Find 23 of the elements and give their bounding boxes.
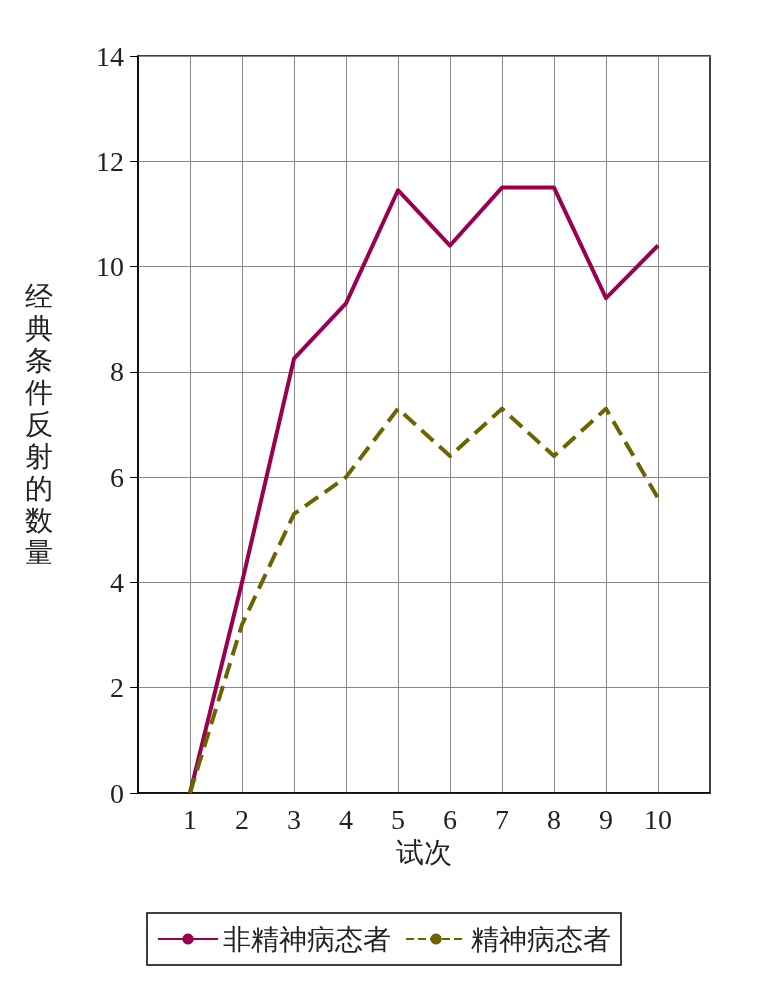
y-tick-label: 0 (110, 777, 124, 809)
y-tick-label: 2 (110, 672, 124, 704)
y-tick-label: 8 (110, 356, 124, 388)
x-tick-label: 1 (183, 803, 197, 835)
y-tick-label: 4 (110, 566, 124, 598)
legend-label: 精神病态者 (471, 923, 611, 955)
x-tick-label: 5 (391, 803, 405, 835)
x-tick-label: 4 (339, 803, 353, 835)
x-tick-label: 9 (599, 803, 613, 835)
line-series (188, 406, 660, 795)
y-tick-label: 6 (110, 461, 124, 493)
x-tick-label: 10 (644, 803, 672, 835)
x-tick-label: 7 (495, 803, 509, 835)
x-tick-label: 8 (547, 803, 561, 835)
legend-label: 非精神病态者 (223, 923, 391, 955)
y-tick-label: 14 (96, 40, 124, 72)
y-tick-label: 10 (96, 251, 124, 283)
x-axis-title: 试次 (396, 836, 452, 868)
text: 经典条件反射的数量 (25, 281, 53, 568)
x-tick-label: 6 (443, 803, 457, 835)
y-tick-label: 12 (96, 145, 124, 177)
x-tick-label: 3 (287, 803, 301, 835)
x-tick-label: 2 (235, 803, 249, 835)
